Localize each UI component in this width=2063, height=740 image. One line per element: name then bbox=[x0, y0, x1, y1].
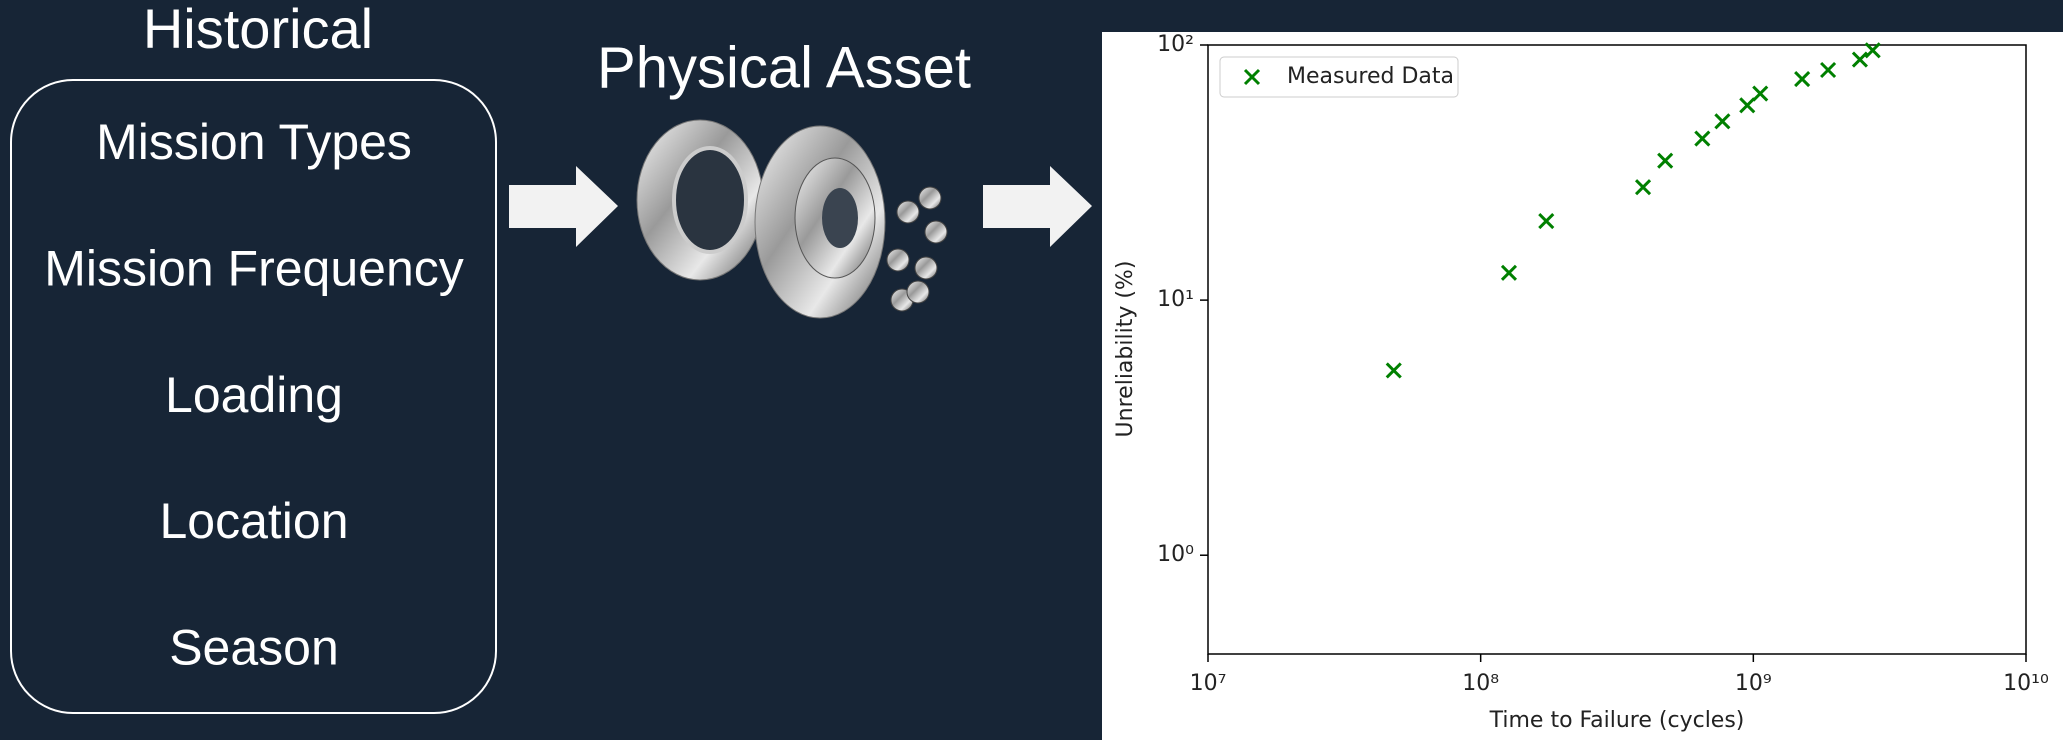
list-item: Mission Types bbox=[96, 114, 412, 170]
x-tick-label: 10⁹ bbox=[1735, 671, 1772, 696]
data-point bbox=[1538, 213, 1555, 230]
data-point bbox=[1714, 113, 1731, 130]
y-axis-label: Unreliability (%) bbox=[1113, 261, 1138, 438]
list: Mission Types Mission Frequency Loading Loc… bbox=[44, 114, 464, 675]
x-tick-label: 10¹⁰ bbox=[2003, 671, 2049, 696]
list-box bbox=[10, 79, 497, 714]
data-point bbox=[1864, 42, 1881, 59]
data-point bbox=[1820, 61, 1837, 79]
legend-box bbox=[1219, 56, 1459, 98]
list-item: Location bbox=[159, 493, 348, 549]
data-point bbox=[1500, 264, 1518, 281]
data-point bbox=[1385, 362, 1402, 379]
bearing-illustration bbox=[636, 119, 948, 319]
x-tick-label: 10⁸ bbox=[1462, 671, 1499, 696]
list-item: Season bbox=[169, 619, 339, 675]
data-point bbox=[1657, 152, 1674, 169]
y-tick-label: 10² bbox=[1157, 32, 1194, 57]
data-point bbox=[1851, 51, 1868, 68]
plot-frame bbox=[1207, 44, 2027, 655]
legend-marker bbox=[1243, 68, 1261, 86]
arrow bbox=[983, 166, 1092, 247]
arrow bbox=[509, 166, 618, 247]
data-point bbox=[1694, 130, 1711, 147]
list-item: Loading bbox=[165, 367, 343, 423]
chart: Unreliability (%) Time to Failure (cycle… bbox=[1113, 32, 2049, 733]
data-point bbox=[1739, 97, 1756, 114]
chart-panel bbox=[1102, 32, 2063, 740]
header-title: Historical bbox=[143, 0, 373, 60]
data-point bbox=[1752, 85, 1769, 102]
x-axis-label: Time to Failure (cycles) bbox=[1489, 708, 1745, 733]
y-tick-label: 10⁰ bbox=[1157, 542, 1194, 567]
data-point bbox=[1634, 179, 1652, 196]
legend-label: Measured Data bbox=[1287, 64, 1454, 89]
y-tick-label: 10¹ bbox=[1157, 287, 1194, 312]
x-tick-label: 10⁷ bbox=[1190, 671, 1227, 696]
list-item: Mission Frequency bbox=[44, 241, 464, 297]
data-point bbox=[1794, 71, 1811, 88]
asset-label: Physical Asset bbox=[597, 35, 971, 100]
